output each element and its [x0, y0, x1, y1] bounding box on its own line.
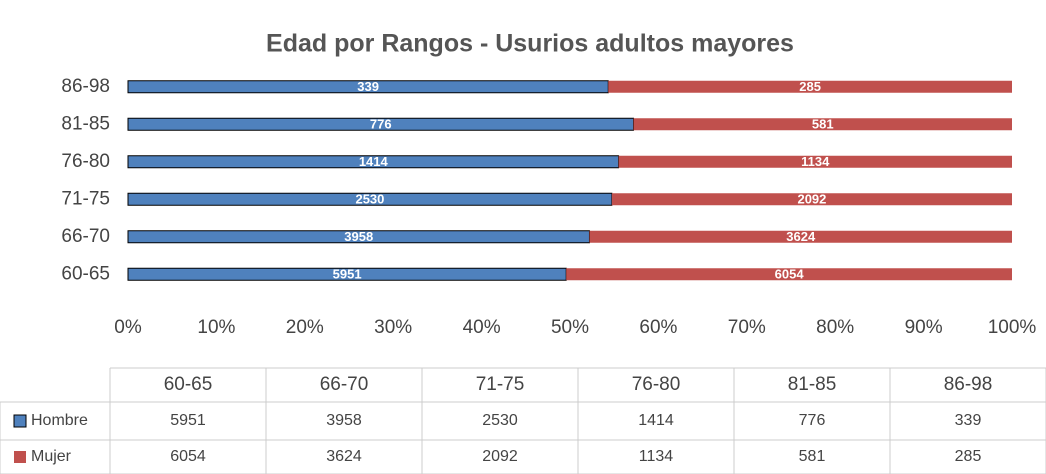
table-cell: 6054 — [170, 448, 206, 465]
x-tick-label: 60% — [639, 317, 677, 338]
table-cell: 2092 — [482, 448, 518, 465]
chart-title: Edad por Rangos - Usurios adultos mayore… — [266, 30, 794, 58]
legend-swatch — [13, 414, 27, 428]
bar-segment — [566, 268, 1012, 281]
table-header: 76-80 — [632, 374, 681, 395]
table-cell: 1414 — [638, 412, 674, 429]
data-label: 1414 — [359, 154, 389, 169]
data-label: 285 — [799, 79, 821, 94]
legend-swatch — [14, 451, 26, 463]
table-header: 81-85 — [788, 374, 837, 395]
data-label: 1134 — [801, 154, 830, 169]
x-tick-label: 20% — [286, 317, 324, 338]
x-tick-label: 50% — [551, 317, 589, 338]
y-tick-label: 81-85 — [61, 113, 110, 134]
bar-segment — [633, 118, 1012, 131]
y-tick-label: 71-75 — [61, 188, 110, 209]
bar-segment — [589, 230, 1012, 243]
x-tick-label: 70% — [728, 317, 766, 338]
table-cell: 1134 — [639, 448, 674, 465]
bar-segment — [618, 155, 1012, 168]
y-tick-label: 76-80 — [61, 151, 110, 172]
legend-label: Hombre — [31, 412, 88, 429]
data-label: 3624 — [786, 229, 816, 244]
table-cell: 285 — [955, 448, 982, 465]
legend-label: Mujer — [31, 448, 72, 465]
x-tick-label: 100% — [988, 317, 1037, 338]
data-label: 581 — [812, 117, 834, 132]
data-label: 2530 — [355, 192, 384, 207]
table-cell: 776 — [799, 412, 826, 429]
table-cell: 5951 — [170, 412, 206, 429]
table-cell: 581 — [799, 448, 826, 465]
table-header: 86-98 — [944, 374, 993, 395]
y-tick-label: 66-70 — [61, 226, 110, 247]
bar-segment — [608, 80, 1012, 93]
data-label: 776 — [370, 117, 392, 132]
data-label: 2092 — [797, 192, 826, 207]
data-label: 6054 — [775, 267, 805, 282]
x-tick-label: 0% — [114, 317, 142, 338]
x-tick-label: 90% — [905, 317, 943, 338]
table-header: 71-75 — [476, 374, 525, 395]
x-tick-label: 80% — [816, 317, 854, 338]
table-cell: 339 — [955, 412, 982, 429]
x-tick-label: 40% — [463, 317, 501, 338]
table-header: 66-70 — [320, 374, 369, 395]
data-label: 5951 — [333, 267, 362, 282]
data-label: 3958 — [344, 229, 373, 244]
x-tick-label: 30% — [374, 317, 412, 338]
table-header: 60-65 — [164, 374, 213, 395]
x-tick-label: 10% — [197, 317, 235, 338]
y-tick-label: 60-65 — [61, 263, 110, 284]
table-cell: 3624 — [326, 448, 362, 465]
bar-segment — [611, 193, 1012, 206]
table-cell: 3958 — [326, 412, 362, 429]
y-tick-label: 86-98 — [61, 76, 110, 97]
data-label: 339 — [357, 79, 379, 94]
table-cell: 2530 — [482, 412, 518, 429]
